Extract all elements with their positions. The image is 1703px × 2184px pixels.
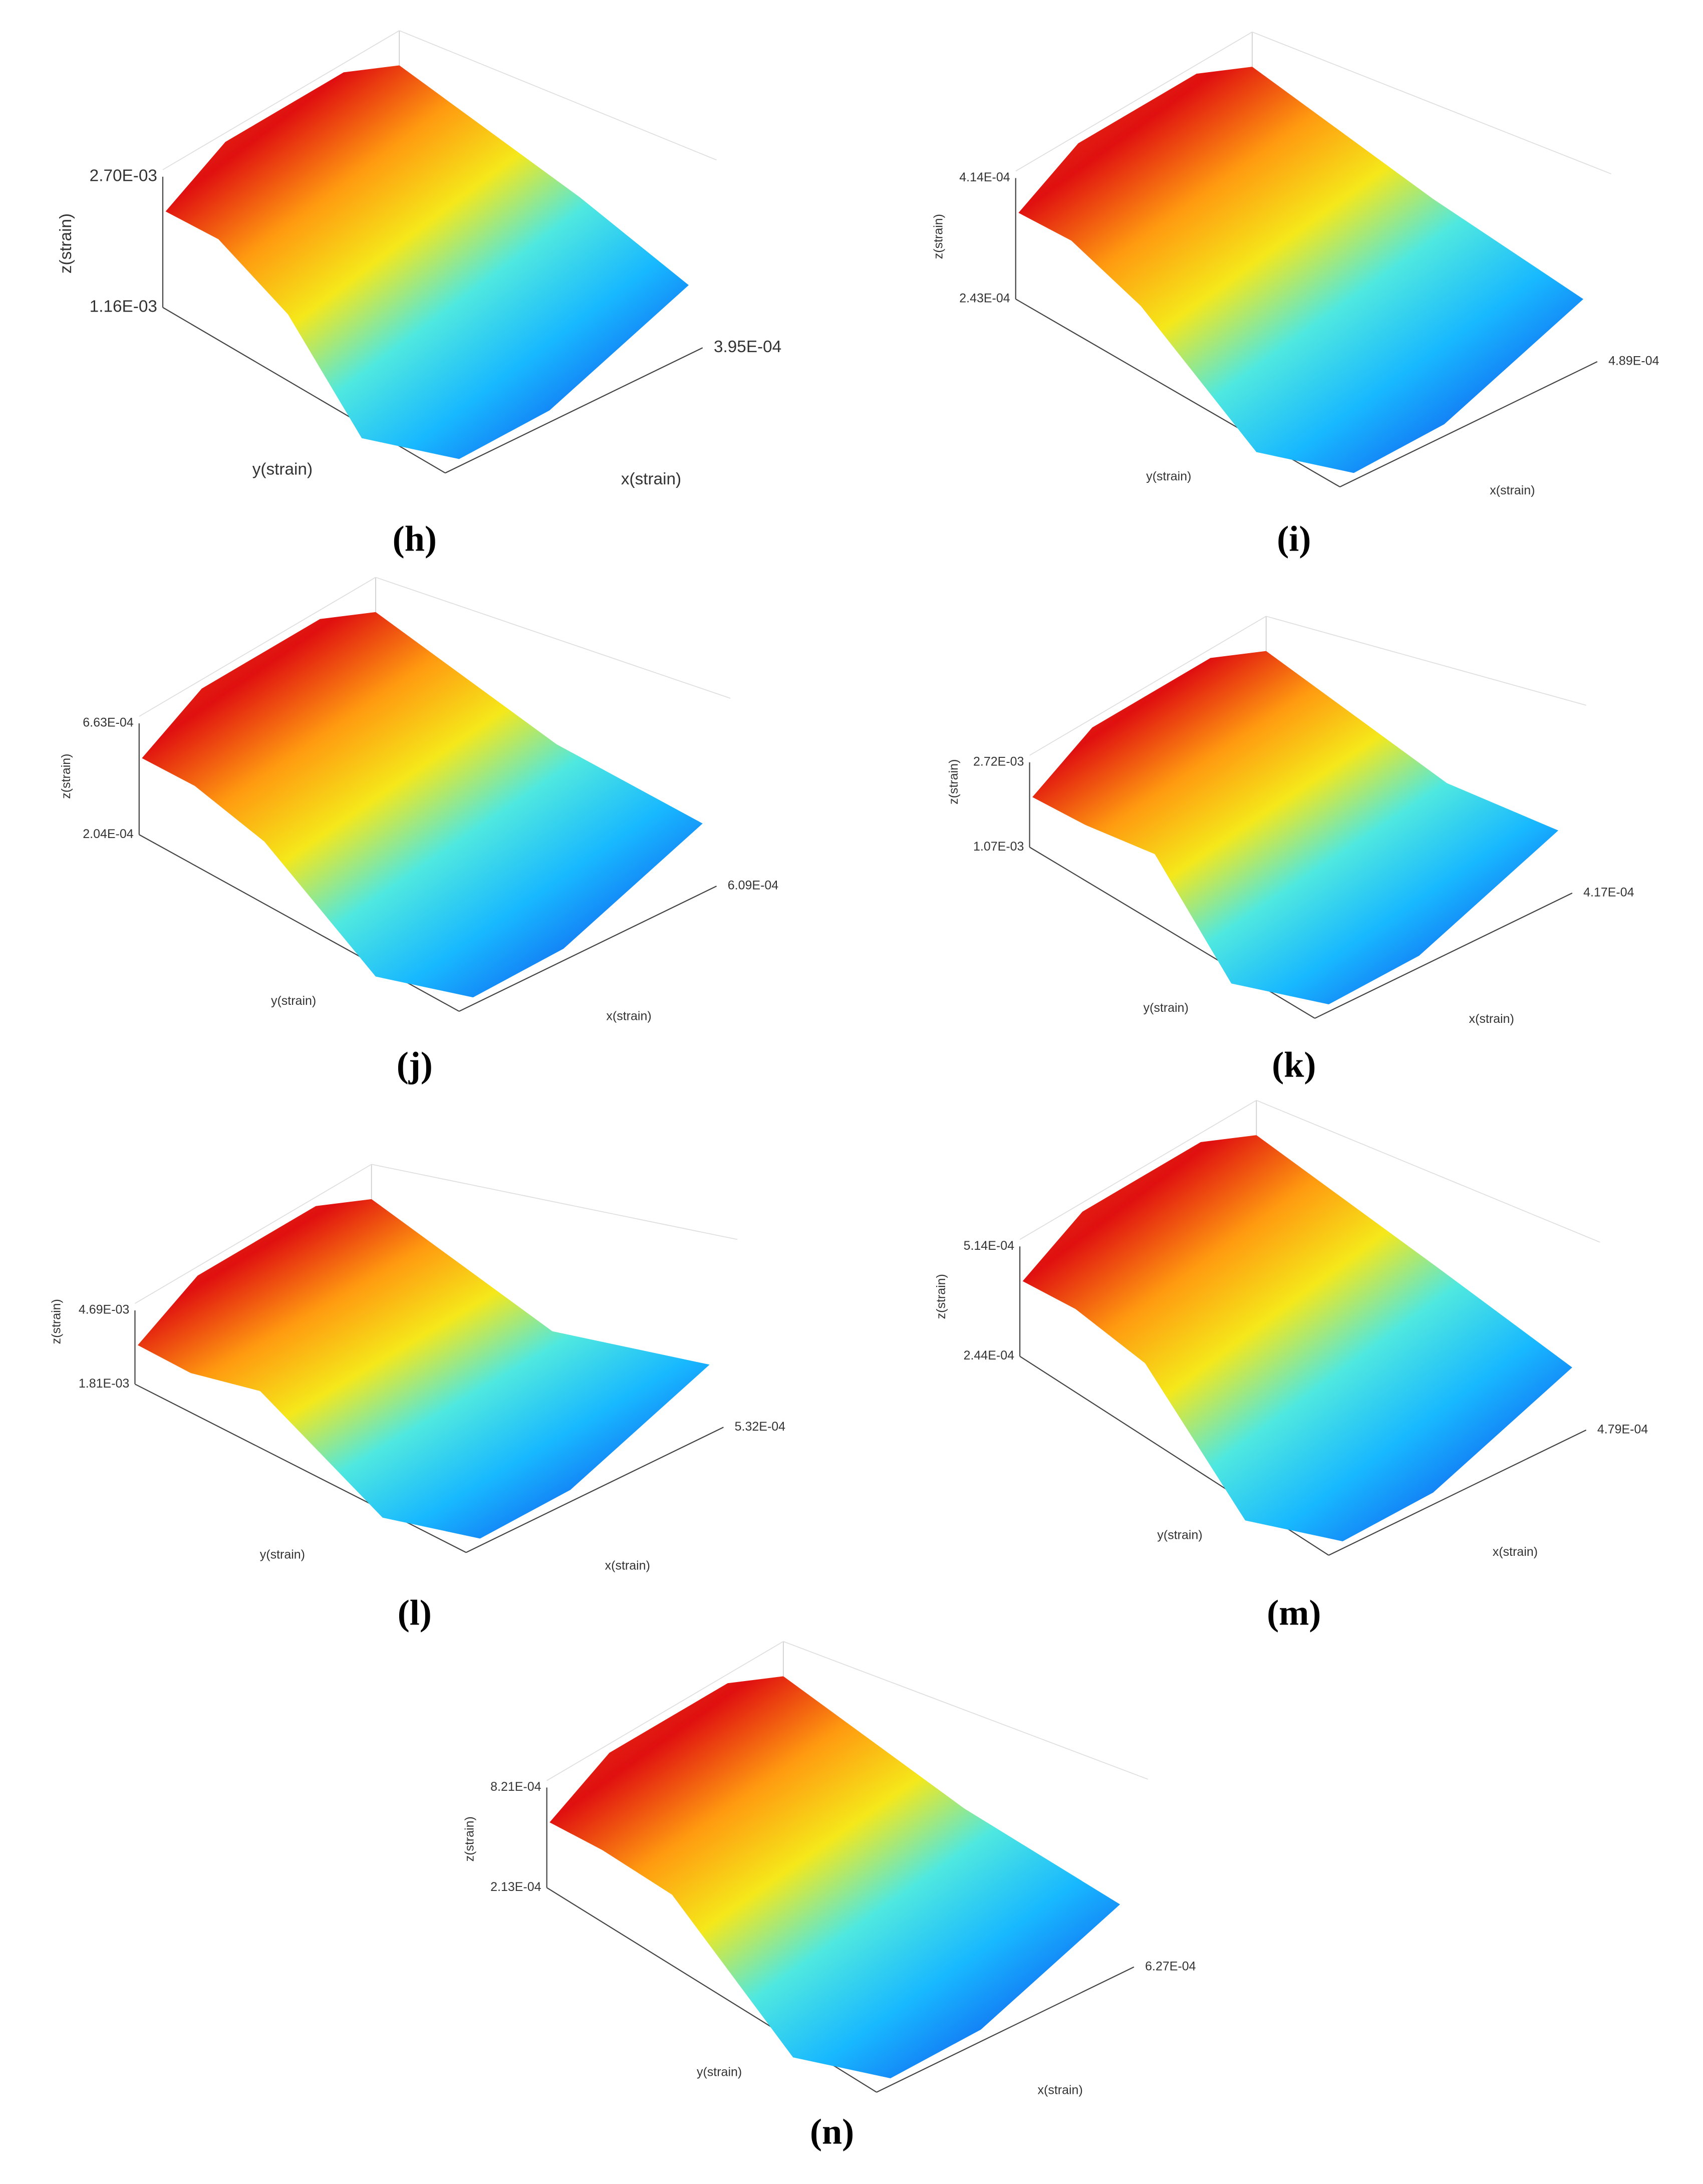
panel-label: (i) (1277, 519, 1311, 559)
x-tick-label: 6.09E-04 (728, 879, 779, 893)
box-edge (375, 577, 731, 699)
box-edge (783, 1641, 1148, 1780)
box-edge (1339, 361, 1598, 487)
y-axis-label: y(strain) (271, 994, 316, 1008)
box-edge (1314, 892, 1573, 1019)
z-tick-label: 2.43E-04 (959, 292, 1010, 306)
x-axis-label: x(strain) (1493, 1545, 1538, 1559)
z-axis-label: z(strain) (49, 1299, 63, 1344)
z-axis-label: z(strain) (947, 759, 961, 804)
x-tick-label: 6.27E-04 (1145, 1959, 1196, 1973)
y-axis-label: y(strain) (1157, 1528, 1202, 1542)
x-tick-label: 5.32E-04 (735, 1420, 786, 1434)
x-axis-label: x(strain) (606, 1009, 651, 1023)
box-edge (1328, 1429, 1587, 1556)
box-edge (1256, 1100, 1600, 1243)
box-edge (371, 1164, 738, 1240)
panel-label: (h) (393, 519, 437, 559)
x-tick-label: 4.17E-04 (1583, 885, 1634, 899)
z-tick-label: 5.14E-04 (964, 1239, 1015, 1253)
x-tick-label: 3.95E-04 (714, 338, 781, 356)
box-edge (1266, 616, 1586, 706)
y-axis-label: y(strain) (1144, 1001, 1189, 1015)
z-tick-label: 1.16E-03 (90, 298, 157, 316)
z-tick-label: 4.69E-03 (79, 1303, 129, 1317)
box-edge (876, 1966, 1134, 2093)
z-tick-label: 2.72E-03 (973, 754, 1024, 768)
panel-label: (m) (1267, 1593, 1321, 1633)
x-axis-label: x(strain) (621, 470, 681, 488)
surface (1032, 651, 1559, 1005)
z-tick-label: 8.21E-04 (490, 1780, 541, 1794)
box-edge (1019, 1100, 1257, 1240)
surface (1018, 67, 1584, 473)
y-axis-label: y(strain) (1146, 469, 1191, 483)
box-edge (546, 1641, 784, 1781)
z-tick-label: 4.14E-04 (959, 170, 1010, 184)
panel-label: (k) (1272, 1044, 1316, 1084)
box-edge (162, 30, 400, 170)
panel-label: (n) (810, 2111, 854, 2151)
box-edge (134, 1384, 467, 1553)
box-edge (459, 885, 717, 1012)
panel-label: (j) (397, 1044, 433, 1084)
z-axis-label: z(strain) (934, 1274, 948, 1319)
surface (142, 612, 703, 998)
x-axis-label: x(strain) (605, 1559, 650, 1573)
panel-label: (l) (398, 1593, 432, 1633)
z-axis-label: z(strain) (462, 1816, 476, 1861)
y-axis-label: y(strain) (697, 2065, 742, 2079)
box-edge (399, 30, 717, 161)
z-tick-label: 2.70E-03 (90, 166, 157, 185)
x-axis-label: x(strain) (1469, 1012, 1514, 1026)
box-edge (1029, 616, 1267, 756)
surface (165, 65, 689, 459)
x-axis-label: x(strain) (1038, 2083, 1083, 2097)
box-edge (135, 1164, 372, 1304)
z-tick-label: 2.13E-04 (490, 1880, 541, 1894)
box-edge (1252, 32, 1611, 174)
box-edge (1015, 32, 1253, 172)
x-tick-label: 4.79E-04 (1597, 1422, 1648, 1436)
x-axis-label: x(strain) (1490, 483, 1535, 497)
z-tick-label: 1.07E-03 (973, 840, 1024, 854)
surface (138, 1199, 710, 1539)
surface (549, 1676, 1120, 2078)
z-tick-label: 2.44E-04 (964, 1348, 1015, 1362)
z-tick-label: 1.81E-03 (79, 1377, 129, 1391)
box-edge (466, 1427, 724, 1553)
x-tick-label: 4.89E-04 (1608, 354, 1659, 368)
surface (1022, 1135, 1572, 1541)
z-axis-label: z(strain) (59, 753, 73, 798)
z-tick-label: 6.63E-04 (83, 716, 134, 730)
y-axis-label: y(strain) (260, 1547, 305, 1561)
z-axis-label: z(strain) (57, 213, 75, 274)
y-axis-label: y(strain) (252, 460, 313, 478)
z-tick-label: 2.04E-04 (83, 827, 134, 841)
box-edge (445, 347, 703, 474)
box-edge (139, 577, 376, 717)
z-axis-label: z(strain) (932, 214, 946, 259)
